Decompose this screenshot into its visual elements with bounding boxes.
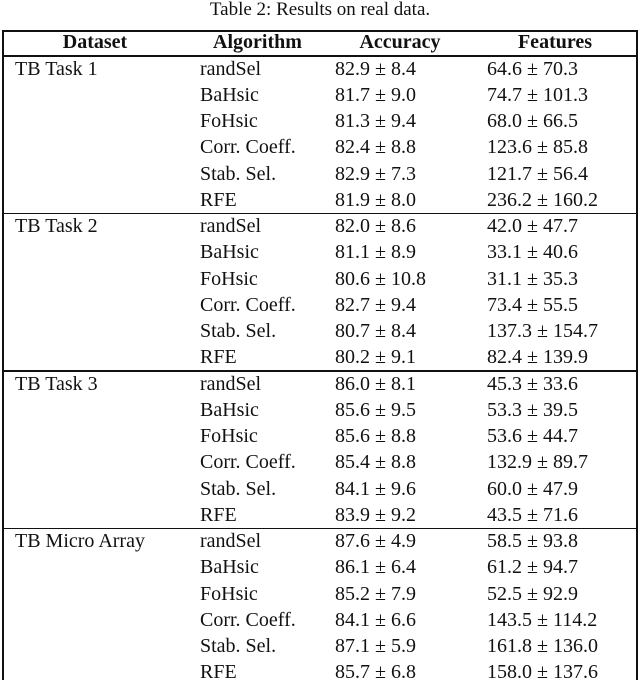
- table-left-border: [2, 30, 4, 680]
- algorithm-cell: FoHsic: [200, 110, 258, 133]
- accuracy-cell: 82.9 ± 7.3: [335, 162, 416, 185]
- accuracy-cell: 85.2 ± 7.9: [335, 582, 416, 605]
- algorithm-cell: Corr. Coeff.: [200, 451, 296, 474]
- accuracy-cell: 82.7 ± 9.4: [335, 293, 416, 316]
- column-header: Algorithm: [213, 31, 302, 53]
- features-cell: 60.0 ± 47.9: [487, 477, 578, 500]
- algorithm-cell: BaHsic: [200, 83, 259, 106]
- features-cell: 236.2 ± 160.2: [487, 188, 598, 211]
- accuracy-cell: 82.0 ± 8.6: [335, 215, 416, 238]
- features-cell: 73.4 ± 55.5: [487, 293, 578, 316]
- column-header: Features: [517, 31, 593, 53]
- group-rule: [2, 212, 638, 215]
- algorithm-cell: randSel: [200, 530, 262, 553]
- algorithm-cell: randSel: [200, 215, 262, 238]
- algorithm-cell: Stab. Sel.: [200, 162, 277, 185]
- features-cell: 58.5 ± 93.8: [487, 530, 578, 553]
- algorithm-cell: Corr. Coeff.: [200, 293, 296, 316]
- accuracy-cell: 83.9 ± 9.2: [335, 503, 416, 526]
- accuracy-cell: 85.4 ± 8.8: [335, 451, 416, 474]
- header-rule: [2, 55, 638, 57]
- features-cell: 68.0 ± 66.5: [487, 110, 578, 133]
- accuracy-cell: 82.4 ± 8.8: [335, 136, 416, 159]
- table-caption: Table 2: Results on real data.: [209, 0, 431, 20]
- algorithm-cell: randSel: [200, 57, 262, 80]
- accuracy-cell: 84.1 ± 6.6: [335, 608, 416, 631]
- features-cell: 31.1 ± 35.3: [487, 267, 578, 290]
- accuracy-cell: 85.6 ± 9.5: [335, 398, 416, 421]
- accuracy-cell: 80.6 ± 10.8: [335, 267, 426, 290]
- features-cell: 158.0 ± 137.6: [487, 661, 598, 680]
- algorithm-cell: Corr. Coeff.: [200, 608, 296, 631]
- accuracy-cell: 80.7 ± 8.4: [335, 320, 416, 343]
- accuracy-cell: 84.1 ± 9.6: [335, 477, 416, 500]
- accuracy-cell: 80.2 ± 9.1: [335, 346, 416, 369]
- features-cell: 143.5 ± 114.2: [487, 608, 598, 631]
- algorithm-cell: randSel: [200, 372, 262, 395]
- algorithm-cell: BaHsic: [200, 398, 259, 421]
- features-cell: 52.5 ± 92.9: [487, 582, 578, 605]
- column-header: Accuracy: [359, 31, 441, 53]
- algorithm-cell: FoHsic: [200, 267, 258, 290]
- features-cell: 33.1 ± 40.6: [487, 241, 578, 264]
- table-right-border: [636, 30, 638, 680]
- accuracy-cell: 85.7 ± 6.8: [335, 661, 416, 680]
- accuracy-cell: 82.9 ± 8.4: [335, 57, 416, 80]
- features-cell: 74.7 ± 101.3: [487, 83, 588, 106]
- algorithm-cell: BaHsic: [200, 556, 259, 579]
- accuracy-cell: 87.1 ± 5.9: [335, 635, 416, 658]
- algorithm-cell: RFE: [200, 188, 237, 211]
- accuracy-cell: 86.1 ± 6.4: [335, 556, 416, 579]
- algorithm-cell: RFE: [200, 346, 237, 369]
- accuracy-cell: 81.3 ± 9.4: [335, 110, 416, 133]
- dataset-cell: TB Micro Array: [15, 530, 145, 553]
- accuracy-cell: 86.0 ± 8.1: [335, 372, 416, 395]
- accuracy-cell: 87.6 ± 4.9: [335, 530, 416, 553]
- accuracy-cell: 81.7 ± 9.0: [335, 83, 416, 106]
- features-cell: 61.2 ± 94.7: [487, 556, 578, 579]
- features-cell: 43.5 ± 71.6: [487, 503, 578, 526]
- dataset-cell: TB Task 3: [15, 372, 98, 395]
- features-cell: 161.8 ± 136.0: [487, 635, 598, 658]
- accuracy-cell: 81.9 ± 8.0: [335, 188, 416, 211]
- features-cell: 121.7 ± 56.4: [487, 162, 588, 185]
- algorithm-cell: FoHsic: [200, 425, 258, 448]
- features-cell: 64.6 ± 70.3: [487, 57, 578, 80]
- algorithm-cell: Stab. Sel.: [200, 635, 277, 658]
- accuracy-cell: 85.6 ± 8.8: [335, 425, 416, 448]
- features-cell: 132.9 ± 89.7: [487, 451, 588, 474]
- dataset-cell: TB Task 2: [15, 215, 98, 238]
- features-cell: 45.3 ± 33.6: [487, 372, 578, 395]
- features-cell: 53.3 ± 39.5: [487, 398, 578, 421]
- features-cell: 53.6 ± 44.7: [487, 425, 578, 448]
- group-rule: [2, 527, 638, 530]
- accuracy-cell: 81.1 ± 8.9: [335, 241, 416, 264]
- features-cell: 137.3 ± 154.7: [487, 320, 598, 343]
- table-top-rule: [2, 30, 638, 32]
- algorithm-cell: RFE: [200, 503, 237, 526]
- group-rule: [2, 370, 638, 372]
- features-cell: 123.6 ± 85.8: [487, 136, 588, 159]
- algorithm-cell: Stab. Sel.: [200, 320, 277, 343]
- algorithm-cell: BaHsic: [200, 241, 259, 264]
- features-cell: 82.4 ± 139.9: [487, 346, 588, 369]
- column-header: Dataset: [62, 31, 128, 53]
- algorithm-cell: Stab. Sel.: [200, 477, 277, 500]
- algorithm-cell: RFE: [200, 661, 237, 680]
- features-cell: 42.0 ± 47.7: [487, 215, 578, 238]
- dataset-cell: TB Task 1: [15, 57, 98, 80]
- algorithm-cell: Corr. Coeff.: [200, 136, 296, 159]
- algorithm-cell: FoHsic: [200, 582, 258, 605]
